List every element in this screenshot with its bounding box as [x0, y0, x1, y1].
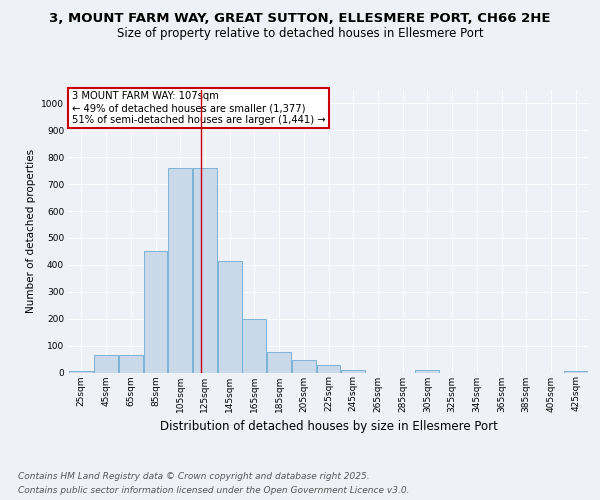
Bar — [563, 371, 587, 372]
Y-axis label: Number of detached properties: Number of detached properties — [26, 149, 35, 314]
Text: Size of property relative to detached houses in Ellesmere Port: Size of property relative to detached ho… — [116, 28, 484, 40]
Bar — [119, 355, 143, 372]
Bar — [341, 370, 365, 372]
Text: Contains public sector information licensed under the Open Government Licence v3: Contains public sector information licen… — [18, 486, 409, 495]
Bar — [267, 352, 291, 372]
Text: 3 MOUNT FARM WAY: 107sqm
← 49% of detached houses are smaller (1,377)
51% of sem: 3 MOUNT FARM WAY: 107sqm ← 49% of detach… — [71, 92, 325, 124]
Bar — [193, 168, 217, 372]
Text: Contains HM Land Registry data © Crown copyright and database right 2025.: Contains HM Land Registry data © Crown c… — [18, 472, 370, 481]
Bar — [292, 360, 316, 372]
Bar — [94, 355, 118, 372]
Bar — [143, 252, 167, 372]
Bar — [168, 168, 192, 372]
Bar — [70, 371, 94, 372]
Bar — [317, 365, 340, 372]
Text: 3, MOUNT FARM WAY, GREAT SUTTON, ELLESMERE PORT, CH66 2HE: 3, MOUNT FARM WAY, GREAT SUTTON, ELLESME… — [49, 12, 551, 26]
X-axis label: Distribution of detached houses by size in Ellesmere Port: Distribution of detached houses by size … — [160, 420, 497, 433]
Bar — [242, 318, 266, 372]
Bar — [218, 261, 242, 372]
Bar — [415, 370, 439, 372]
